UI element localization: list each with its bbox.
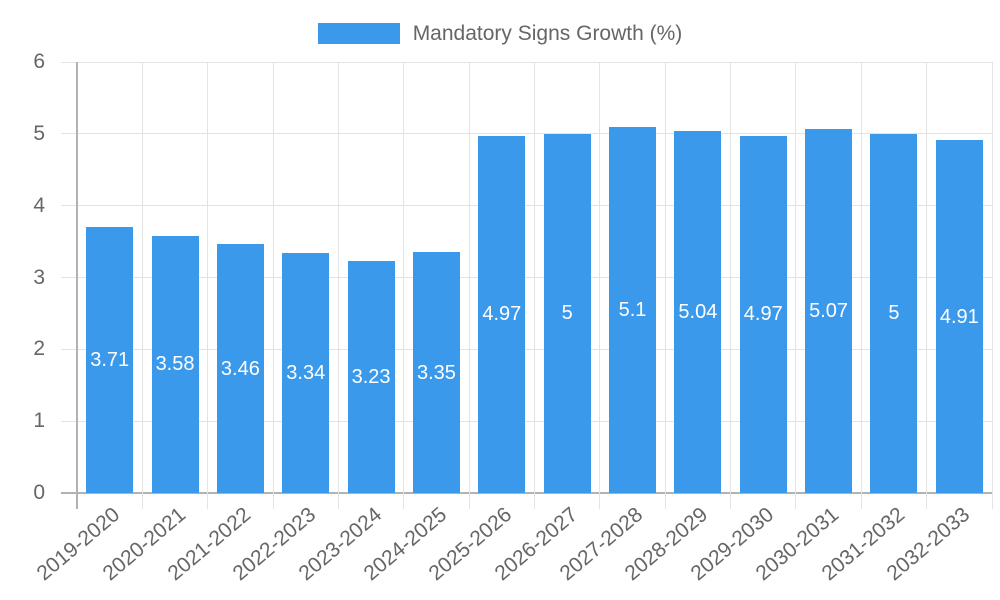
- gridline-vertical: [141, 62, 143, 509]
- y-tick-label: 5: [33, 121, 45, 145]
- bar-value-label: 5: [561, 302, 573, 325]
- y-tick-label: 3: [33, 265, 45, 289]
- legend: Mandatory Signs Growth (%): [0, 21, 1000, 46]
- gridline-horizontal: [61, 348, 992, 350]
- gridline-horizontal: [61, 277, 992, 278]
- bar-value-label: 4.97: [743, 303, 783, 326]
- y-tick-label: 4: [33, 193, 45, 217]
- bar[interactable]: [739, 136, 787, 493]
- gridline-horizontal: [61, 420, 992, 422]
- legend-item[interactable]: Mandatory Signs Growth (%): [317, 21, 683, 46]
- bar[interactable]: [674, 130, 722, 493]
- bar-value-label: 3.35: [416, 361, 456, 384]
- bar-value-label: 5.04: [678, 300, 718, 323]
- y-axis-line: [76, 62, 78, 509]
- gridline-vertical: [795, 62, 797, 509]
- bar[interactable]: [86, 226, 134, 493]
- bar-value-label: 4.91: [939, 305, 979, 328]
- gridline-vertical: [664, 62, 666, 509]
- gridline-vertical: [860, 62, 862, 509]
- y-tick-label: 6: [33, 50, 45, 73]
- bar[interactable]: [805, 128, 853, 493]
- bar[interactable]: [935, 140, 983, 493]
- gridline-vertical: [468, 62, 470, 509]
- bar-value-label: 4.97: [482, 303, 522, 326]
- bar-value-label: 3.23: [351, 365, 391, 388]
- bar-value-label: 3.71: [90, 348, 130, 371]
- legend-swatch: [317, 23, 400, 44]
- bar-value-label: 5.07: [809, 299, 849, 322]
- gridline-vertical: [730, 62, 732, 509]
- gridline-horizontal: [61, 205, 992, 207]
- y-tick-label: 0: [33, 481, 45, 504]
- bar[interactable]: [609, 126, 657, 493]
- gridline-vertical: [272, 62, 274, 509]
- gridline-vertical: [599, 62, 601, 509]
- bar-value-label: 3.34: [286, 362, 326, 385]
- gridline-vertical: [991, 62, 993, 509]
- gridline-horizontal: [61, 133, 992, 135]
- bar[interactable]: [543, 133, 591, 493]
- bar[interactable]: [347, 260, 395, 493]
- bar-value-label: 3.46: [220, 357, 260, 380]
- bar-value-label: 3.58: [155, 353, 195, 376]
- gridline-vertical: [534, 62, 535, 509]
- bar[interactable]: [478, 136, 526, 493]
- bar[interactable]: [870, 133, 918, 493]
- x-axis-line: [61, 492, 992, 494]
- plot-area: 0 1 2 3 4 5 6 3.71 2019-2020 3.58 2020-2021 3.46 202…: [33, 50, 993, 585]
- bar[interactable]: [151, 235, 199, 493]
- y-tick-label: 1: [33, 409, 45, 433]
- bar-value-label: 5.1: [618, 298, 647, 321]
- gridline-horizontal: [61, 61, 992, 63]
- bar[interactable]: [282, 253, 330, 493]
- bar[interactable]: [412, 252, 460, 493]
- legend-label: Mandatory Signs Growth (%): [412, 22, 683, 45]
- gridline-vertical: [403, 62, 405, 509]
- bar[interactable]: [216, 244, 264, 493]
- bar-value-label: 5: [888, 302, 900, 325]
- y-tick-label: 2: [33, 337, 45, 361]
- gridline-vertical: [207, 62, 209, 509]
- gridline-vertical: [337, 62, 339, 509]
- gridline-vertical: [926, 62, 928, 509]
